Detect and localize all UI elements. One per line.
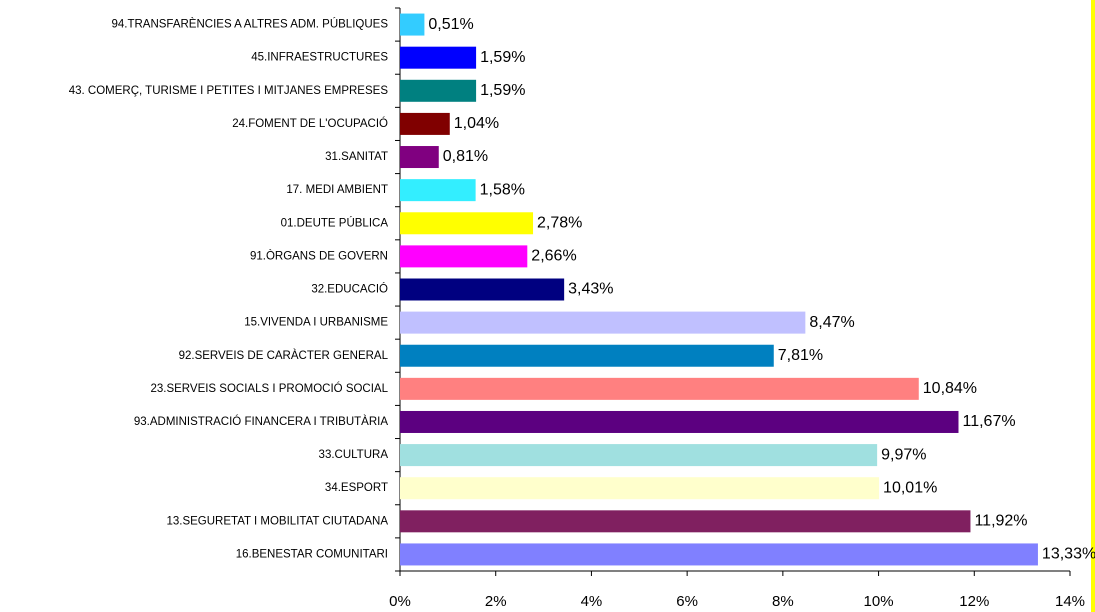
x-tick-label: 2% bbox=[485, 593, 507, 610]
category-label: 13.SEGURETAT I MOBILITAT CIUTADANA bbox=[166, 515, 388, 527]
x-tick-label: 10% bbox=[864, 593, 894, 610]
bar bbox=[400, 410, 959, 433]
x-tick-label: 14% bbox=[1055, 593, 1085, 610]
value-label: 1,59% bbox=[480, 82, 525, 99]
x-tick-label: 4% bbox=[581, 593, 603, 610]
value-label: 13,33% bbox=[1042, 546, 1095, 563]
x-tick-label: 0% bbox=[389, 593, 411, 610]
value-label: 1,04% bbox=[454, 115, 499, 132]
value-label: 0,51% bbox=[428, 16, 473, 33]
category-label: 16.BENESTAR COMUNITARI bbox=[236, 548, 388, 560]
value-label: 2,78% bbox=[537, 214, 582, 231]
bar bbox=[400, 179, 476, 202]
category-label: 17. MEDI AMBIENT bbox=[286, 184, 388, 196]
bar bbox=[400, 212, 534, 235]
value-label: 10,01% bbox=[883, 479, 937, 496]
x-tick-label: 12% bbox=[959, 593, 989, 610]
category-label: 32.EDUCACIÓ bbox=[311, 283, 388, 296]
bar bbox=[400, 444, 878, 467]
bar bbox=[400, 112, 450, 135]
bar bbox=[400, 344, 774, 367]
value-label: 1,58% bbox=[480, 181, 525, 198]
bar bbox=[400, 510, 971, 533]
bar bbox=[400, 377, 919, 400]
category-label: 23.SERVEIS SOCIALS I PROMOCIÓ SOCIAL bbox=[150, 382, 388, 395]
value-label: 8,47% bbox=[809, 314, 854, 331]
category-label: 91.ÒRGANS DE GOVERN bbox=[250, 249, 388, 262]
category-label: 94.TRANSFARÈNCIES A ALTRES ADM. PÚBLIQUE… bbox=[111, 18, 388, 31]
category-label: 15.VIVENDA I URBANISME bbox=[244, 317, 388, 329]
bar bbox=[400, 477, 880, 500]
value-label: 11,67% bbox=[962, 413, 1015, 430]
bar bbox=[400, 13, 425, 36]
x-tick-label: 8% bbox=[772, 593, 794, 610]
category-label: 33.CULTURA bbox=[319, 449, 389, 461]
category-label: 92.SERVEIS DE CARÀCTER GENERAL bbox=[179, 349, 389, 362]
bar bbox=[400, 278, 565, 301]
value-label: 7,81% bbox=[778, 347, 823, 364]
bar bbox=[400, 311, 806, 334]
category-label: 93.ADMINISTRACIÓ FINANCERA I TRIBUTÀRIA bbox=[134, 415, 388, 428]
bar bbox=[400, 543, 1038, 566]
bar bbox=[400, 46, 477, 69]
category-label: 24.FOMENT DE L'OCUPACIÓ bbox=[232, 117, 388, 130]
category-label: 31.SANITAT bbox=[325, 151, 388, 163]
category-label: 01.DEUTE PÚBLICA bbox=[281, 216, 389, 229]
value-label: 10,84% bbox=[923, 380, 977, 397]
value-label: 2,66% bbox=[531, 248, 576, 265]
category-label: 43. COMERÇ, TURISME I PETITES I MITJANES… bbox=[69, 85, 389, 97]
bar bbox=[400, 245, 528, 268]
category-label: 45.INFRAESTRUCTURES bbox=[251, 52, 388, 64]
value-label: 3,43% bbox=[568, 281, 613, 298]
frame-edge bbox=[1091, 0, 1095, 612]
x-tick-label: 6% bbox=[676, 593, 698, 610]
value-label: 0,81% bbox=[443, 148, 488, 165]
value-label: 9,97% bbox=[881, 446, 926, 463]
category-label: 34.ESPORT bbox=[325, 482, 388, 494]
value-label: 11,92% bbox=[974, 513, 1027, 530]
value-label: 1,59% bbox=[480, 49, 525, 66]
bar bbox=[400, 146, 439, 169]
bar bbox=[400, 79, 477, 102]
